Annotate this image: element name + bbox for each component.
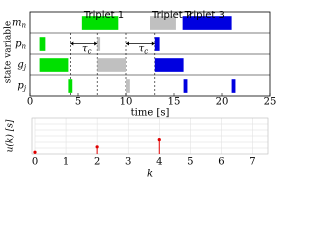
x-tick-label: 2 bbox=[94, 157, 100, 168]
x-tick-label: 1 bbox=[63, 157, 69, 168]
annotation-sub: c bbox=[88, 48, 92, 56]
y-axis-label: state variable bbox=[4, 21, 14, 83]
arrow-head bbox=[126, 41, 155, 46]
row-label: gj bbox=[17, 59, 26, 72]
annotation: τc bbox=[139, 43, 149, 56]
plot-frame bbox=[31, 117, 269, 155]
x-tick-label: 0 bbox=[32, 157, 38, 168]
x-tick-label: 25 bbox=[264, 97, 277, 108]
bar bbox=[154, 58, 184, 72]
stem-marker bbox=[33, 150, 37, 154]
bar bbox=[97, 58, 126, 72]
bar bbox=[182, 16, 232, 30]
bar bbox=[183, 79, 188, 93]
row-label: pn bbox=[15, 38, 26, 51]
bar bbox=[81, 16, 119, 30]
x-axis-label: time [s] bbox=[131, 108, 170, 119]
annotation-base: τ bbox=[82, 43, 88, 54]
bar bbox=[97, 37, 101, 51]
figure: time [s] state variable k u(k) [s] mnpng… bbox=[4, 10, 277, 180]
row-label-base: m bbox=[12, 17, 21, 28]
row-label-base: p bbox=[15, 38, 22, 49]
bar bbox=[39, 58, 69, 72]
annotation: τc bbox=[82, 43, 92, 56]
x-tick-label: 4 bbox=[156, 157, 162, 168]
annotation-sub: c bbox=[144, 48, 148, 56]
plot-frame bbox=[29, 11, 271, 97]
row-label-sub: j bbox=[22, 85, 27, 93]
x-tick-label: 10 bbox=[120, 97, 133, 108]
legend-label: Triplet 2 bbox=[151, 10, 192, 21]
stem-marker bbox=[157, 138, 161, 142]
legend-label: Triplet 3 bbox=[184, 10, 225, 21]
stem-marker bbox=[95, 145, 99, 149]
row-label-sub: n bbox=[21, 43, 26, 51]
legend-label: Triplet 1 bbox=[83, 10, 124, 21]
row-label-sub: n bbox=[21, 22, 26, 30]
x-tick-label: 3 bbox=[125, 157, 131, 168]
bar bbox=[154, 37, 160, 51]
arrow-head bbox=[70, 41, 98, 46]
row-label: mn bbox=[12, 17, 26, 30]
row-label-base: g bbox=[17, 59, 23, 70]
x-tick-label: 6 bbox=[218, 157, 224, 168]
bar bbox=[231, 79, 236, 93]
bar bbox=[39, 37, 46, 51]
bar bbox=[150, 16, 176, 30]
bar bbox=[126, 79, 130, 93]
x-tick-label: 0 bbox=[27, 97, 33, 108]
x-tick-label: 5 bbox=[187, 157, 193, 168]
row-label-base: p bbox=[17, 80, 24, 91]
row-label-sub: j bbox=[22, 64, 27, 72]
annotation-base: τ bbox=[139, 43, 145, 54]
bar bbox=[68, 79, 73, 93]
x-tick-label: 7 bbox=[249, 157, 255, 168]
x-axis-label: k bbox=[147, 169, 153, 180]
x-tick-label: 20 bbox=[216, 97, 229, 108]
row-label: pj bbox=[17, 80, 26, 93]
y-axis-label: u(k) [s] bbox=[5, 119, 16, 152]
x-tick-label: 5 bbox=[75, 97, 81, 108]
x-tick-label: 15 bbox=[168, 97, 181, 108]
